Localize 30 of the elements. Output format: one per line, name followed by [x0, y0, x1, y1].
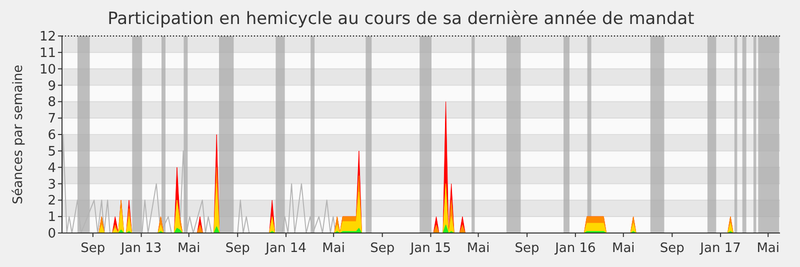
x-tick-label: Jan 14	[264, 241, 306, 256]
y-tick-label: 11	[39, 46, 56, 61]
x-tick-label: Jan 16	[554, 241, 596, 256]
y-tick-label: 9	[48, 78, 56, 94]
x-tick-label: Mai	[322, 241, 345, 256]
x-tick-label: Jan 13	[120, 241, 162, 256]
x-tick-label: Jan 17	[699, 241, 741, 256]
y-tick-label: 8	[48, 95, 56, 110]
x-tick-label: Mai	[177, 241, 200, 256]
y-tick-label: 5	[48, 144, 56, 160]
chart-title: Participation en hemicycle au cours de sa dernière année de mandat	[108, 9, 695, 29]
y-tick-label: 1	[48, 210, 56, 226]
x-tick-label: Sep	[514, 241, 540, 256]
y-tick-label: 10	[39, 62, 56, 78]
x-tick-label: Mai	[612, 241, 635, 256]
y-tick-label: 0	[48, 226, 56, 242]
x-tick-label: Sep	[80, 241, 106, 256]
y-tick-label: 6	[48, 128, 56, 144]
y-tick-label: 7	[48, 112, 56, 127]
y-axis-title: Séances par semaine	[11, 64, 26, 204]
x-tick-label: Jan 15	[409, 241, 452, 256]
x-tick-label: Mai	[466, 241, 490, 256]
x-tick-label: Sep	[370, 241, 395, 256]
y-tick-label: 12	[39, 30, 56, 45]
y-tick-label: 3	[48, 177, 56, 192]
y-tick-label: 2	[48, 194, 56, 209]
x-tick-label: Sep	[225, 241, 250, 256]
x-tick-label: Mai	[756, 241, 780, 256]
y-tick-label: 4	[48, 160, 56, 176]
x-tick-label: Sep	[660, 241, 684, 256]
